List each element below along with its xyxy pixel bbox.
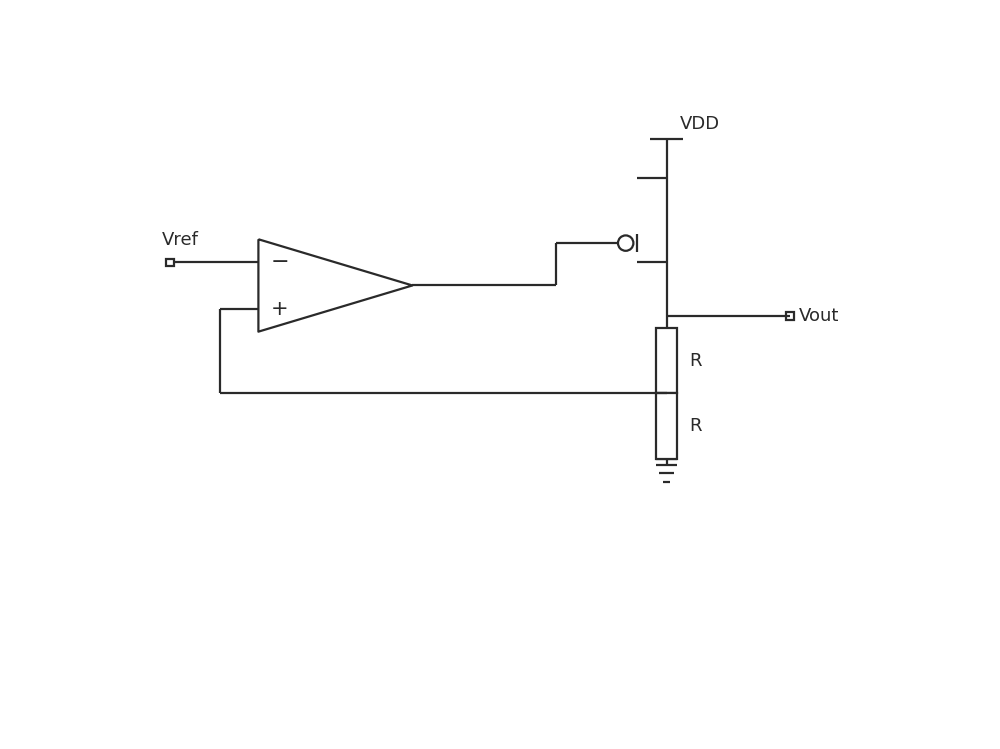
Text: VDD: VDD: [680, 115, 720, 133]
Text: −: −: [271, 252, 289, 273]
Bar: [786, 312, 794, 320]
Text: Vref: Vref: [162, 231, 199, 249]
Bar: [656, 328, 677, 393]
Text: R: R: [689, 417, 701, 435]
Text: +: +: [271, 299, 289, 318]
Bar: [656, 393, 677, 458]
Bar: [166, 258, 174, 266]
Text: R: R: [689, 351, 701, 369]
Text: Vout: Vout: [799, 307, 839, 325]
